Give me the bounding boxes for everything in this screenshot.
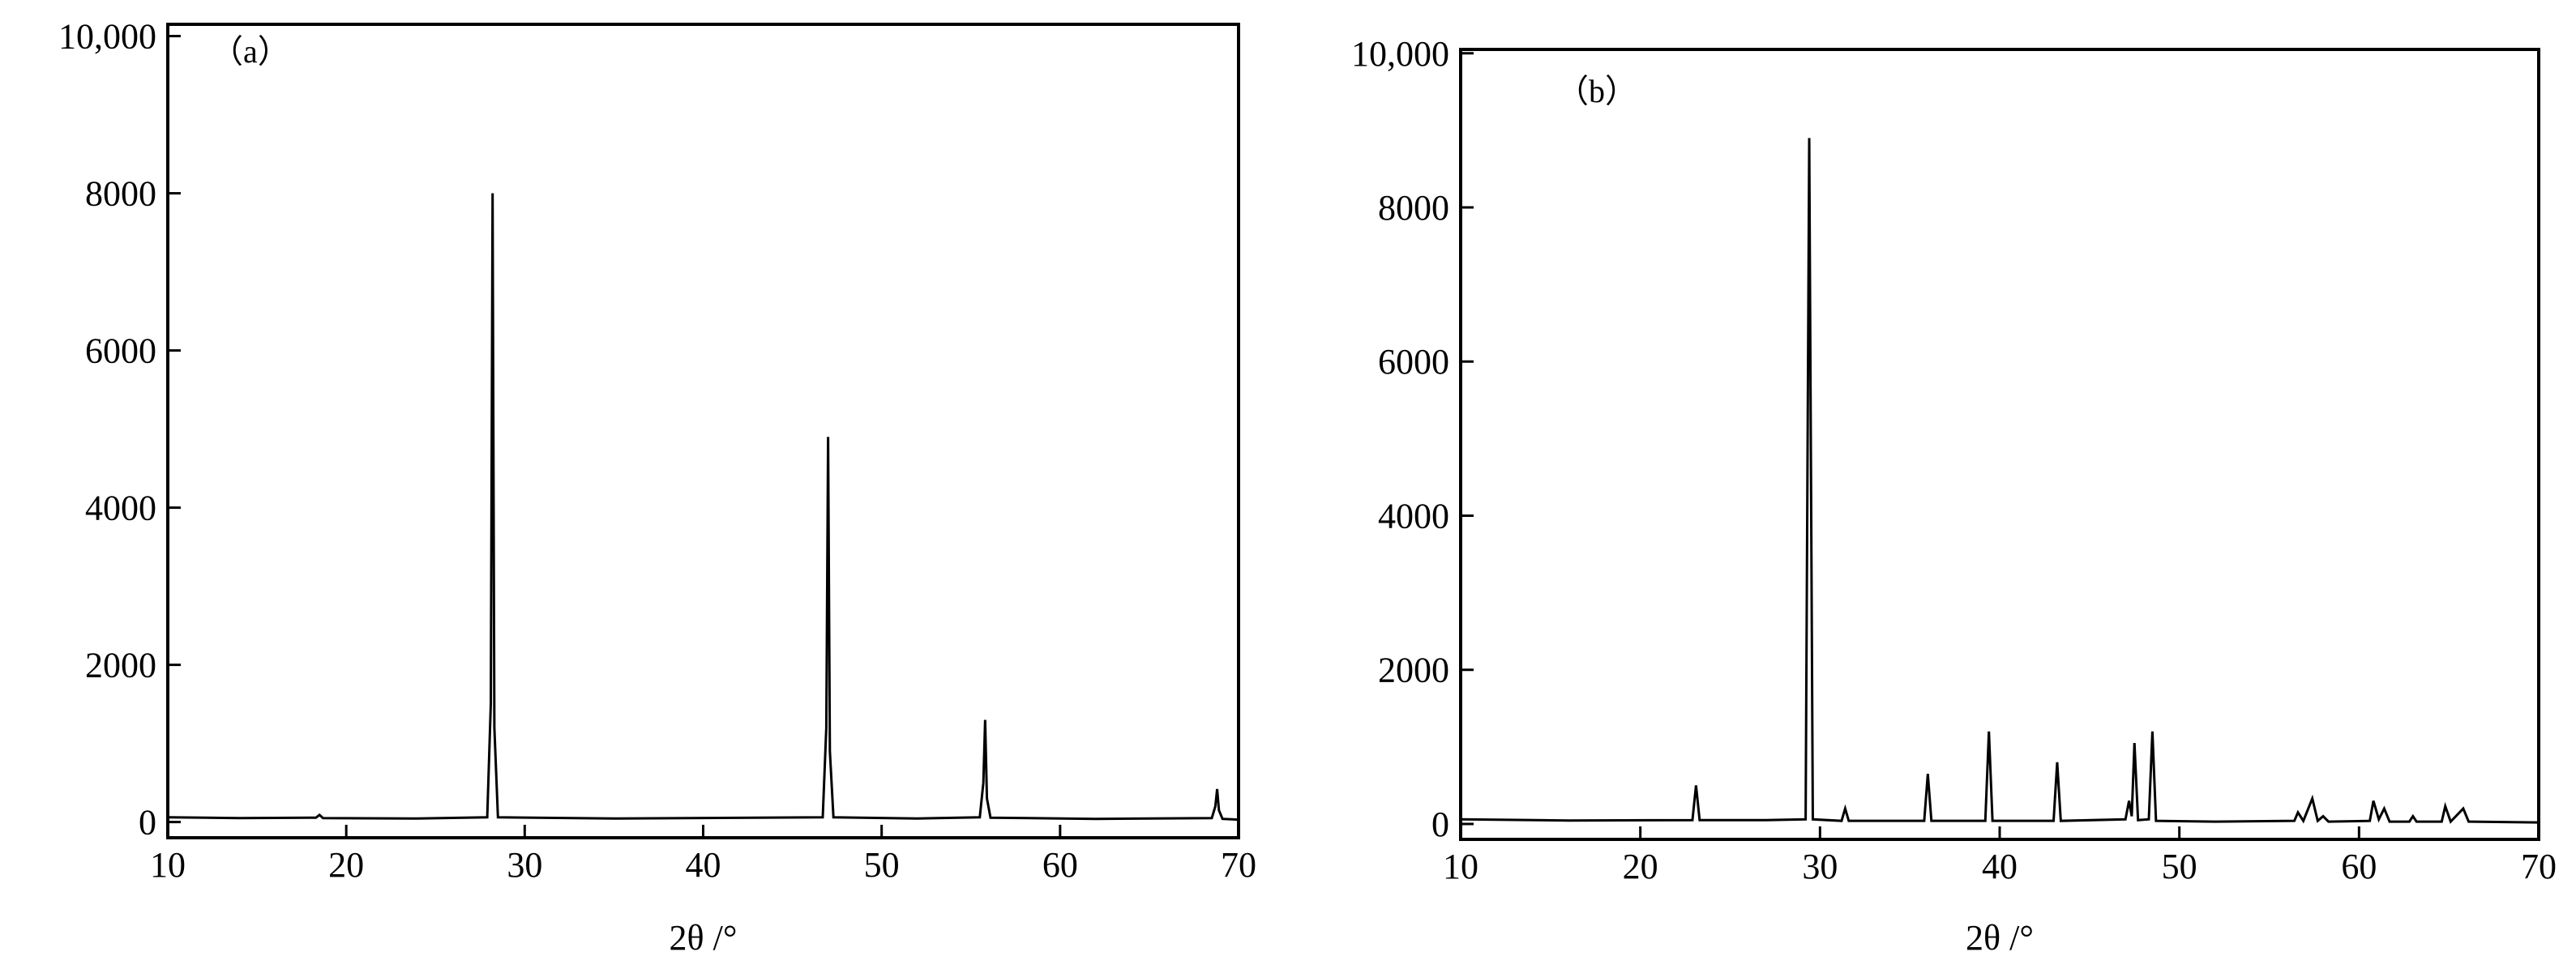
- y-tick-label: 10,000: [1351, 34, 1449, 74]
- y-tick-label: 4000: [85, 489, 156, 528]
- x-tick-label: 50: [864, 845, 900, 885]
- y-tick-label: 4000: [1378, 496, 1449, 536]
- x-tick-label: 60: [2341, 847, 2377, 886]
- xrd-line: [167, 193, 1239, 822]
- x-tick-label: 40: [1982, 847, 2018, 886]
- y-tick-label: 2000: [1378, 651, 1449, 690]
- y-tick-label: 8000: [1378, 188, 1449, 228]
- y-tick-label: 6000: [1378, 342, 1449, 382]
- x-tick-label: 50: [2162, 847, 2197, 886]
- x-tick-label: 40: [686, 845, 721, 885]
- panel-label: （b）: [1556, 73, 1637, 109]
- panel-label: （a）: [211, 33, 290, 70]
- y-tick-label: 10,000: [58, 17, 156, 57]
- x-tick-label: 10: [1443, 847, 1478, 886]
- x-tick-label: 20: [328, 845, 364, 885]
- y-tick-label: 6000: [85, 331, 156, 371]
- x-tick-label: 70: [2521, 847, 2557, 886]
- x-tick-label: 60: [1042, 845, 1078, 885]
- y-tick-label: 2000: [85, 646, 156, 685]
- plot-frame: [166, 23, 1240, 839]
- x-tick-label: 70: [1221, 845, 1256, 885]
- x-axis-label: 2θ /°: [1966, 918, 2034, 958]
- x-tick-label: 30: [1802, 847, 1838, 886]
- x-tick-label: 20: [1623, 847, 1658, 886]
- plot-frame: [1459, 48, 2540, 841]
- x-tick-label: 30: [507, 845, 542, 885]
- y-tick-label: 0: [1431, 805, 1449, 844]
- x-tick-label: 10: [150, 845, 186, 885]
- y-tick-label: 0: [139, 803, 156, 843]
- xrd-line: [1460, 138, 2540, 824]
- x-axis-label: 2θ /°: [670, 918, 738, 958]
- y-tick-label: 8000: [85, 174, 156, 214]
